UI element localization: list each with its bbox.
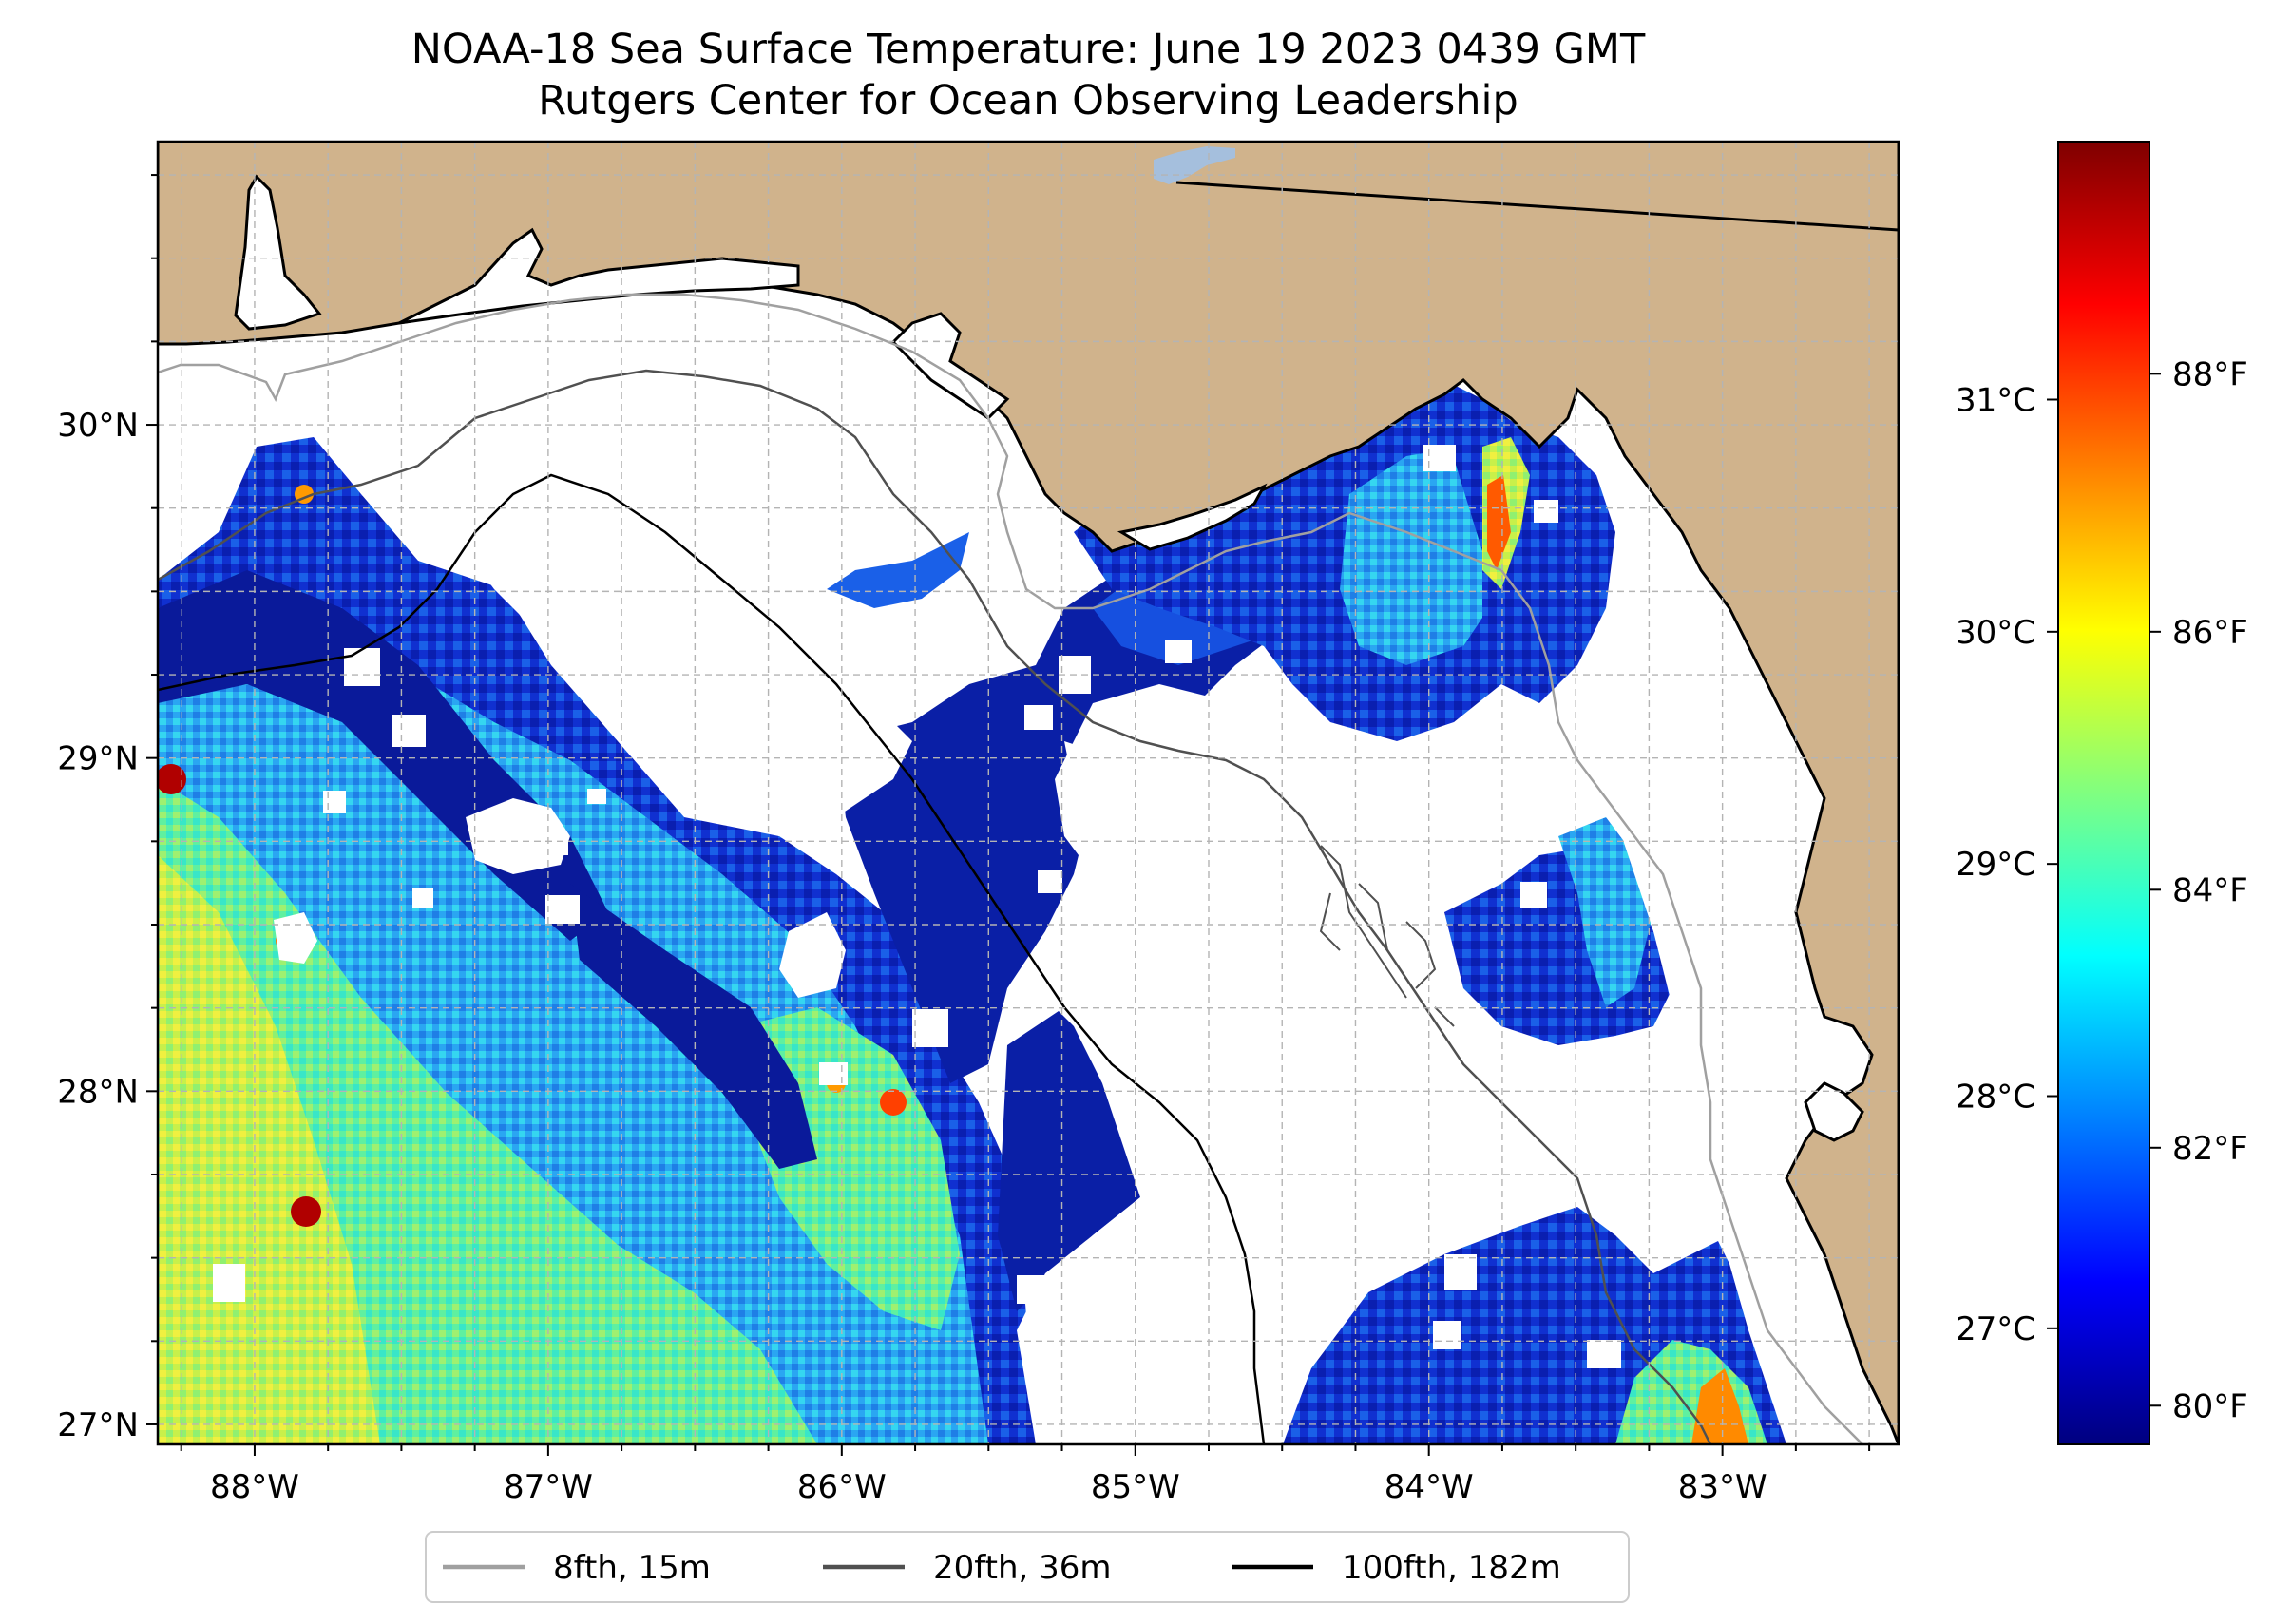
lon-tick-label: 85°W bbox=[1091, 1468, 1180, 1506]
map-panel bbox=[158, 142, 1899, 1444]
colorbar-f-tick-label: 80°F bbox=[2172, 1387, 2248, 1425]
legend-item: 8fth, 15m bbox=[443, 1549, 711, 1587]
colorbar-c-tick-label: 27°C bbox=[1956, 1310, 2035, 1348]
contour-20fth bbox=[158, 369, 1712, 1444]
lat-tick-label: 28°N bbox=[57, 1073, 139, 1111]
land-bay-mobile bbox=[234, 174, 322, 331]
legend-label: 100fth, 182m bbox=[1342, 1549, 1561, 1587]
sst-region-east-patch-edge bbox=[1558, 817, 1653, 1007]
land-bay-tampa bbox=[1804, 1081, 1864, 1142]
colorbar-f-tick-label: 86°F bbox=[2172, 614, 2248, 652]
sst-region-southeast-hot bbox=[1691, 1368, 1748, 1444]
lat-tick-label: 27°N bbox=[57, 1406, 139, 1444]
legend-box bbox=[425, 1531, 1630, 1603]
sst-hotspot-mid bbox=[880, 1089, 907, 1116]
sst-region-florida-hotspot bbox=[1487, 475, 1511, 570]
state-border bbox=[1175, 181, 1899, 232]
colorbar-c-tick-label: 29°C bbox=[1956, 846, 2035, 884]
sst-region-dark-streak bbox=[570, 884, 817, 1169]
lon-tick-label: 87°W bbox=[504, 1468, 593, 1506]
lon-tick-label: 86°W bbox=[797, 1468, 887, 1506]
colorbar-c-tick-label: 28°C bbox=[1956, 1078, 2035, 1116]
land-bay-apalachee bbox=[1117, 483, 1268, 551]
sst-region-north-strip bbox=[827, 532, 969, 608]
land bbox=[158, 142, 1899, 1444]
map-frame bbox=[156, 140, 1900, 1446]
contour-100fth bbox=[158, 473, 1266, 1444]
legend-item: 100fth, 182m bbox=[1232, 1549, 1561, 1587]
legend: 8fth, 15m 20fth, 36m 100fth, 182m bbox=[425, 1531, 1630, 1603]
lon-tick-label: 88°W bbox=[210, 1468, 299, 1506]
chart-title-line2: Rutgers Center for Ocean Observing Leade… bbox=[538, 77, 1518, 124]
lat-tick-label: 29°N bbox=[57, 740, 139, 778]
map-ticks: 88°W 87°W 86°W 85°W 84°W 83°W 30°N 29°N 28°N 27°N bbox=[57, 174, 1871, 1506]
colorbar-c-tick-label: 30°C bbox=[1956, 614, 2035, 652]
gridlines bbox=[158, 142, 1899, 1444]
colorbar-f-tick-label: 82°F bbox=[2172, 1130, 2248, 1168]
colorbar-f-tick-label: 88°F bbox=[2172, 355, 2248, 393]
land-bay-stjoe bbox=[890, 312, 1010, 420]
lat-tick-label: 30°N bbox=[57, 407, 139, 445]
colorbar-c-tick-label: 31°C bbox=[1956, 381, 2035, 419]
colorbar: 80°F 82°F 84°F 86°F 88°F 27°C 28°C 29°C 30°C 31°C bbox=[1956, 141, 2248, 1445]
sst-hotspot-west-2 bbox=[291, 1196, 321, 1227]
lon-tick-label: 83°W bbox=[1678, 1468, 1767, 1506]
colorbar-gradient bbox=[2057, 141, 2150, 1445]
legend-label: 8fth, 15m bbox=[553, 1549, 711, 1587]
chart-title-line1: NOAA-18 Sea Surface Temperature: June 19… bbox=[411, 26, 1646, 73]
contour-islands bbox=[1319, 845, 1455, 1027]
sst-hotspot-west-1 bbox=[158, 764, 186, 794]
colorbar-ticks: 80°F 82°F 84°F 86°F 88°F 27°C 28°C 29°C 30°C 31°C bbox=[1956, 355, 2248, 1425]
legend-item: 20fth, 36m bbox=[823, 1549, 1112, 1587]
lon-tick-label: 84°W bbox=[1385, 1468, 1474, 1506]
colorbar-f-tick-label: 84°F bbox=[2172, 871, 2248, 909]
legend-label: 20fth, 36m bbox=[933, 1549, 1112, 1587]
